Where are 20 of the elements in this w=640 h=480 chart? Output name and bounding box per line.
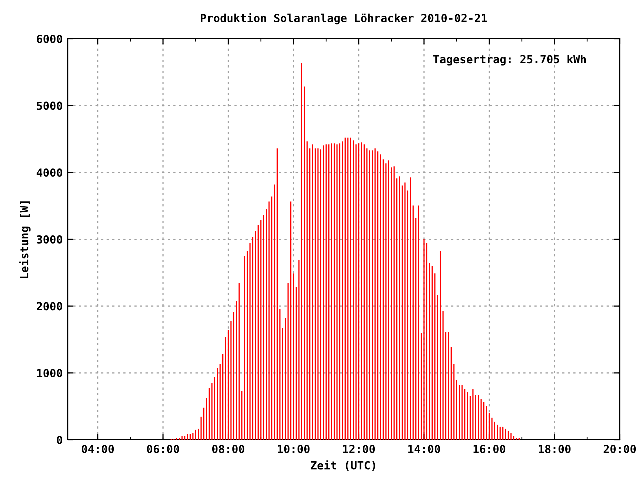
x-tick-label: 12:00 xyxy=(343,445,376,454)
y-tick-label: 5000 xyxy=(37,102,62,110)
x-tick-label: 08:00 xyxy=(212,445,245,454)
y-tick-label: 1000 xyxy=(37,369,62,378)
x-axis-title: Zeit (UTC) xyxy=(311,460,376,472)
y-tick-label: 0 xyxy=(57,436,62,444)
y-tick-label: 3000 xyxy=(37,235,62,244)
x-tick-label: 10:00 xyxy=(278,445,310,454)
x-tick-label: 16:00 xyxy=(474,445,506,454)
y-tick-label: 4000 xyxy=(36,168,62,178)
x-tick-label: 14:00 xyxy=(408,445,440,454)
x-tick-label: 04:00 xyxy=(82,445,114,454)
annotation: Tagesertrag: 25.705 kWh xyxy=(434,55,586,66)
x-tick-label: 20:00 xyxy=(604,445,636,454)
x-tick-label: 06:00 xyxy=(147,445,180,454)
chart-title: Produktion Solaranlage Löhracker 2010-02-21 xyxy=(201,13,488,25)
y-axis-title: Leistung [W] xyxy=(19,202,31,278)
y-tick-label: 6000 xyxy=(37,34,62,44)
y-tick-label: 2000 xyxy=(37,302,62,311)
x-tick-label: 18:00 xyxy=(539,445,571,454)
